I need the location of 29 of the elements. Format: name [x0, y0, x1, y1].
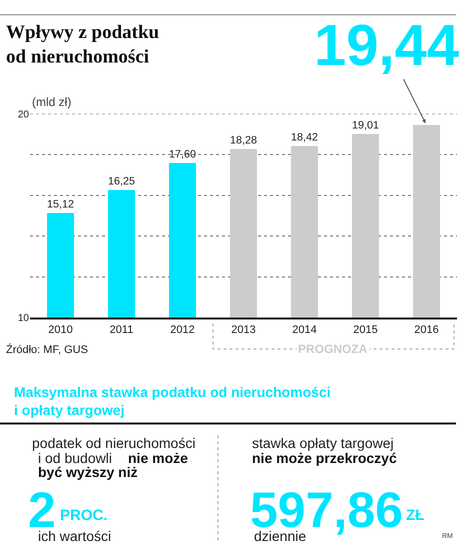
x-tick-label: 2016	[414, 324, 439, 336]
data-label: 15,12	[47, 198, 74, 210]
x-tick-label: 2015	[353, 324, 378, 336]
text: i od budowli	[38, 450, 112, 466]
text: być wyższy niż	[38, 464, 138, 480]
text: podatek od nieruchomości	[32, 435, 196, 451]
data-label: 17,60	[169, 148, 196, 160]
text: nie może	[128, 450, 188, 466]
data-label: 19,01	[352, 119, 379, 132]
y-axis-title: (mld zł)	[32, 95, 72, 109]
data-label: 18,42	[291, 131, 318, 144]
x-tick-label: 2013	[231, 324, 256, 336]
text: ich wartości	[38, 528, 112, 544]
x-tick-label: 2012	[170, 324, 195, 336]
data-label: 16,25	[108, 175, 135, 188]
text: nie może przekroczyć	[252, 450, 397, 466]
annotation: 19,44	[314, 13, 460, 78]
x-tick-label: 2010	[48, 324, 73, 336]
chart-title: Wpływy z podatku od nieruchomości	[6, 22, 160, 68]
text: Maksymalna stawka podatku od nieruchomości i opłaty targowej	[14, 384, 331, 418]
text: ZŁ	[406, 507, 424, 524]
x-tick-label: 2011	[110, 324, 134, 336]
y-tick-label: 20	[18, 109, 30, 120]
text: stawka opłaty targowej	[252, 435, 394, 451]
x-tick-label: 2014	[292, 324, 317, 336]
text: Źródło: MF, GUS	[6, 343, 88, 356]
y-tick-label: 10	[18, 313, 30, 324]
text: PROC.	[60, 507, 108, 524]
data-label: 18,28	[230, 134, 257, 146]
